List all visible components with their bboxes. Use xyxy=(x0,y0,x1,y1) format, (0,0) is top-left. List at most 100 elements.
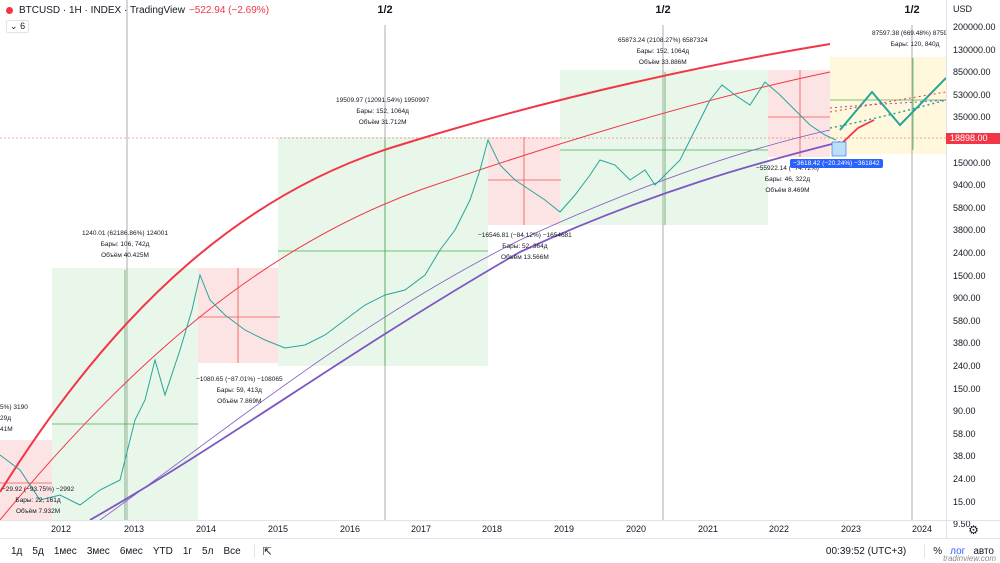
annotation-2022-drop: −55922.14 (−74.72%) Бары: 46, 322д Объём… xyxy=(756,163,819,196)
annotation-line: Бары: 106, 742д xyxy=(100,241,150,248)
cycle-zone-red-2014 xyxy=(198,268,280,363)
chart-canvas[interactable] xyxy=(0,0,946,520)
time-tick-label: 2024 xyxy=(911,524,933,534)
divider xyxy=(924,544,926,558)
forecast-zigzag-teal xyxy=(839,77,946,131)
annotation-2021-rise: 65873.24 (2108.27%) 6587324 Бары: 152, 1… xyxy=(618,35,708,68)
time-tick-label: 2013 xyxy=(123,524,145,534)
timeframe-button[interactable]: 1мес xyxy=(53,545,77,557)
price-tick-label: 1500.00 xyxy=(953,270,986,281)
cycle-zone-red-2018 xyxy=(488,137,561,225)
price-tick-label: 58.00 xyxy=(953,428,976,439)
log-toggle[interactable]: лог xyxy=(950,545,966,557)
price-tick-label: 15.00 xyxy=(953,496,976,507)
price-axis[interactable]: USD 200000.00 130000.00 85000.00 53000.00 35… xyxy=(946,0,1000,529)
annotation-line: 5%) 3190 xyxy=(0,404,28,411)
annotation-line: Бары: 152, 1064д xyxy=(636,48,690,55)
measure-arrows-up xyxy=(52,58,946,520)
indicators-toggle[interactable]: ⌄ 6 xyxy=(6,20,30,33)
timeframe-button[interactable]: 5л xyxy=(202,545,214,557)
upper-band-curve xyxy=(0,43,831,493)
chart-pane[interactable]: BTCUSD · 1H · INDEX · TradingView −522.9… xyxy=(0,0,946,520)
price-tick-label: 3800.00 xyxy=(953,225,986,236)
symbol-legend[interactable]: BTCUSD · 1H · INDEX · TradingView −522.9… xyxy=(6,5,269,16)
annotation-2013-rise: 1240.01 (62186.86%) 124001 Бары: 106, 74… xyxy=(82,228,168,261)
price-tick-label: 130000.00 xyxy=(953,44,996,55)
halving-label-2020: 1/2 xyxy=(655,4,671,16)
chevron-down-icon: ⌄ xyxy=(10,21,18,31)
time-tick-label: 2022 xyxy=(768,524,790,534)
time-tick-label: 2012 xyxy=(50,524,72,534)
time-tick-label: 2017 xyxy=(410,524,432,534)
annotation-2011-rise-cut: 5%) 3190 29д 41M xyxy=(0,402,28,435)
annotation-line: −1080.65 (−87.01%) −108065 xyxy=(196,376,283,383)
price-tick-label: 580.00 xyxy=(953,315,981,326)
lower-band-curve xyxy=(89,141,841,520)
annotation-line: Бары: 52, 364д xyxy=(502,243,548,250)
annotation-line: 29д xyxy=(0,415,12,422)
clock-time[interactable]: 00:39:52 (UTC+3) xyxy=(825,545,907,557)
annotation-line: Бары: 22, 161д xyxy=(15,497,61,504)
annotation-line: Объём 8.469M xyxy=(765,187,810,194)
price-tick-label: 24.00 xyxy=(953,474,976,484)
annotation-2017-rise: 19509.97 (12091.54%) 1950997 Бары: 152, … xyxy=(336,95,429,128)
timeframe-button[interactable]: Все xyxy=(223,545,241,557)
time-tick-label: 2014 xyxy=(195,524,217,534)
price-tick-label: 90.00 xyxy=(953,406,976,417)
forecast-arrow-red xyxy=(839,119,875,146)
auto-toggle[interactable]: авто xyxy=(973,545,994,557)
timeframe-button[interactable]: 1г xyxy=(182,545,193,557)
last-price-tag: 18898.00 xyxy=(946,133,1000,144)
annotation-line: 41M xyxy=(0,426,13,433)
annotation-line: Объём 33.886M xyxy=(638,59,687,66)
timeframe-buttons: 1д 5д 1мес 3мес 6мес YTD 1г 5л Все xyxy=(6,546,246,557)
measure-tool-label[interactable]: −3618.42 (−20.24%) −361842 xyxy=(790,159,883,168)
price-tick-label: 38.00 xyxy=(953,451,976,462)
timeframe-button[interactable]: 3мес xyxy=(86,545,110,557)
annotation-line: −16546.81 (−84.12%) −1654681 xyxy=(478,232,572,239)
price-tick-label: 53000.00 xyxy=(953,89,991,100)
percent-toggle[interactable]: % xyxy=(933,545,943,557)
forecast-dotted-red xyxy=(829,91,946,113)
time-tick-label: 2019 xyxy=(553,524,575,534)
timeframe-button[interactable]: 1д xyxy=(11,545,23,557)
annotation-line: Бары: 120, 840д xyxy=(890,41,940,48)
annotation-line: 87597.38 (669.48%) 8759738 xyxy=(872,30,946,37)
price-tick-label: 9400.00 xyxy=(953,180,986,191)
timeframe-button[interactable]: 6мес xyxy=(119,545,143,557)
measure-arrows-down xyxy=(0,70,830,484)
indicator-count: 6 xyxy=(20,21,26,31)
price-tick-label: 85000.00 xyxy=(953,67,991,78)
price-tick-label: 240.00 xyxy=(953,361,981,371)
time-tick-label: 2016 xyxy=(339,524,361,534)
annotation-line: Бары: 152, 1064д xyxy=(356,108,409,115)
annotation-line: 1240.01 (62186.86%) 124001 xyxy=(82,230,169,237)
price-tick-label: 5800.00 xyxy=(953,202,986,213)
annotation-line: Объём 7.932M xyxy=(15,508,61,515)
annotation-line: Бары: 59, 413д xyxy=(216,387,262,394)
annotation-line: Объём 7.869M xyxy=(217,398,262,405)
annotation-2018-drop: −16546.81 (−84.12%) −1654681 Бары: 52, 3… xyxy=(478,230,572,263)
date-range-icon[interactable]: ⇱ xyxy=(262,545,272,558)
price-axis-currency[interactable]: USD xyxy=(953,4,973,14)
annotation-2025-forecast: 87597.38 (669.48%) 8759738 Бары: 120, 84… xyxy=(872,28,946,50)
timeframe-button[interactable]: 5д xyxy=(32,545,44,557)
timeframe-button[interactable]: YTD xyxy=(152,545,173,557)
annotation-line: −29.92 (−93.75%) −2992 xyxy=(2,486,75,493)
annotation-line: −55922.14 (−74.72%) xyxy=(756,165,819,172)
annotation-line: 65873.24 (2108.27%) 6587324 xyxy=(618,37,708,44)
time-tick-label: 2018 xyxy=(481,524,503,534)
measure-tool-box[interactable] xyxy=(831,141,847,157)
price-tick-label: 380.00 xyxy=(953,338,981,349)
price-change: −522.94 (−2.69%) xyxy=(188,5,270,16)
halving-label-2016: 1/2 xyxy=(377,4,393,16)
price-tick-label: 900.00 xyxy=(953,293,981,304)
bottom-toolbar: 1д 5д 1мес 3мес 6мес YTD 1г 5л Все ⇱ 00:39:52 (U… xyxy=(0,538,1000,563)
symbol-title: BTCUSD · 1H · INDEX · TradingView xyxy=(19,5,185,16)
annotation-2011-drop: −29.92 (−93.75%) −2992 Бары: 22, 161д Об… xyxy=(2,484,74,517)
price-tick-label: 200000.00 xyxy=(953,22,996,32)
price-tick-label: 35000.00 xyxy=(953,112,991,123)
gear-icon[interactable]: ⚙ xyxy=(946,520,1000,538)
time-axis[interactable]: 2012 2013 2014 2015 2016 2017 2018 2019 2020 2021… xyxy=(0,520,946,538)
